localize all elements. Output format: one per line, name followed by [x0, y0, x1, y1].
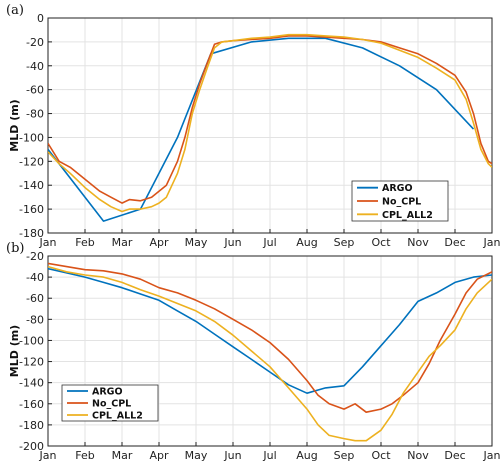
y-tick-label: -120: [19, 356, 44, 369]
x-tick-label: May: [185, 236, 208, 249]
y-tick-label: -60: [26, 292, 44, 305]
y-tick-label: -80: [26, 108, 44, 121]
x-tick-label: Dec: [444, 236, 465, 249]
x-tick-label: Oct: [371, 449, 391, 462]
x-tick-label: Aug: [296, 236, 317, 249]
y-tick-label: -100: [19, 334, 44, 347]
y-tick-label: -100: [19, 131, 44, 144]
series-line-cpl-all2: [48, 33, 492, 213]
x-tick-label: Apr: [149, 449, 169, 462]
y-axis-label: MLD (m): [8, 99, 21, 151]
x-tick-label: Apr: [149, 236, 169, 249]
x-tick-label: Jul: [262, 236, 276, 249]
legend-entry: No_CPL: [382, 197, 421, 208]
x-tick-label: Mar: [112, 236, 133, 249]
y-tick-label: -180: [19, 419, 44, 432]
x-tick-label: Jun: [223, 449, 241, 462]
y-tick-label: -20: [26, 250, 44, 263]
legend-entry: ARGO: [382, 183, 413, 194]
x-tick-label: Jun: [223, 236, 241, 249]
x-tick-label: Jan: [39, 449, 57, 462]
y-tick-label: -140: [19, 179, 44, 192]
x-tick-label: Nov: [407, 449, 429, 462]
x-tick-label: May: [185, 449, 208, 462]
y-axis-label: MLD (m): [8, 325, 21, 377]
y-tick-label: -200: [19, 440, 44, 453]
x-tick-label: Mar: [112, 449, 133, 462]
series-line-cpl-all2: [48, 265, 492, 442]
legend: ARGO No_CPL CPL_ALL2: [351, 180, 449, 222]
y-tick-label: -40: [26, 271, 44, 284]
x-tick-label: Feb: [75, 236, 94, 249]
legend-entry: ARGO: [92, 387, 123, 398]
y-tick-label: -120: [19, 155, 44, 168]
x-tick-label: Feb: [75, 449, 94, 462]
x-tick-label: Sep: [334, 449, 355, 462]
y-tick-label: -40: [26, 60, 44, 73]
series-line-no-cpl: [48, 262, 492, 413]
panel-label: (b): [6, 241, 24, 256]
x-tick-label: Oct: [371, 236, 391, 249]
y-tick-label: -160: [19, 203, 44, 216]
legend-entry: CPL_ALL2: [92, 411, 143, 422]
y-tick-label: -160: [19, 398, 44, 411]
x-tick-label: Dec: [444, 449, 465, 462]
y-tick-label: -180: [19, 227, 44, 240]
x-tick-label: Sep: [334, 236, 355, 249]
y-tick-label: -60: [26, 84, 44, 97]
x-tick-label: Aug: [296, 449, 317, 462]
series-line-argo: [48, 267, 492, 394]
series-line-argo: [48, 37, 475, 222]
y-tick-label: -20: [26, 36, 44, 49]
y-tick-label: -80: [26, 313, 44, 326]
y-tick-label: 0: [37, 12, 44, 25]
panel-label: (a): [6, 3, 24, 18]
x-tick-label: Jul: [262, 449, 276, 462]
legend-entry: No_CPL: [92, 399, 131, 410]
y-tick-label: -140: [19, 377, 44, 390]
x-tick-label: Jan: [483, 236, 500, 249]
x-tick-label: Jan: [483, 449, 500, 462]
x-tick-label: Nov: [407, 236, 429, 249]
x-tick-label: Jan: [39, 236, 57, 249]
legend-entry: CPL_ALL2: [382, 210, 433, 221]
